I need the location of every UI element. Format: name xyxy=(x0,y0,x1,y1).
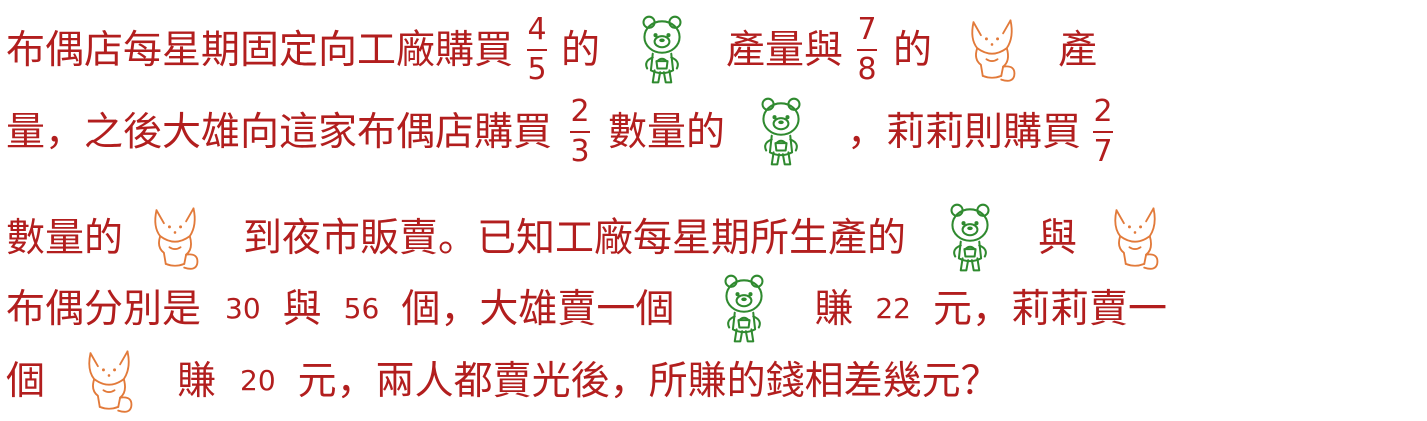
fox-doll-icon xyxy=(81,344,137,418)
fraction-bar xyxy=(570,131,591,133)
fraction-numerator: 7 xyxy=(857,12,877,47)
bear-doll-icon xyxy=(942,201,998,275)
text-segment: 量，之後大雄向這家布偶店購買 xyxy=(6,109,553,155)
problem-line-2: 量，之後大雄向這家布偶店購買 2 3 數量的 ，莉莉則購買 2 7 xyxy=(6,92,1117,172)
fox-doll-icon xyxy=(964,13,1020,87)
text-segment: 數量的 xyxy=(608,109,726,155)
text-segment: 到夜市販賣。已知工廠每星期所生產的 xyxy=(243,215,907,261)
text-segment: 賺 xyxy=(814,286,854,332)
fraction-seven-eighths: 7 8 xyxy=(857,12,878,87)
text-segment: 布偶店每星期固定向工廠購買 xyxy=(6,27,514,73)
number-value: 22 xyxy=(875,292,911,325)
fraction-two-thirds: 2 3 xyxy=(570,94,591,169)
text-segment: 賺 xyxy=(177,358,217,404)
problem-line-4: 布偶分別是 30 與 56 個，大雄賣一個 賺 22 元，莉莉賣一 xyxy=(6,269,1167,349)
bear-doll-icon xyxy=(753,95,809,169)
text-segment: 布偶分別是 xyxy=(6,286,202,332)
problem-line-3: 數量的 到夜市販賣。已知工廠每星期所生產的 與 xyxy=(6,198,1163,278)
text-segment: 元，兩人都賣光後，所賺的錢相差幾元？ xyxy=(297,358,1000,404)
fraction-bar xyxy=(527,49,548,51)
text-segment: 的 xyxy=(561,27,601,73)
bear-doll-icon xyxy=(716,272,772,346)
fraction-denominator: 8 xyxy=(857,52,877,87)
text-segment: 產 xyxy=(1058,27,1098,73)
fraction-numerator: 2 xyxy=(570,94,590,129)
text-segment: 個 xyxy=(6,358,46,404)
number-value: 30 xyxy=(225,292,261,325)
text-segment: 的 xyxy=(893,27,933,73)
bear-doll-icon xyxy=(634,13,690,87)
problem-line-5: 個 賺 20 元，兩人都賣光後，所賺的錢相差幾元？ xyxy=(6,341,1000,421)
fraction-two-sevenths: 2 7 xyxy=(1093,94,1114,169)
fraction-numerator: 2 xyxy=(1093,94,1113,129)
text-segment: 與 xyxy=(1038,215,1078,261)
text-segment: 個，大雄賣一個 xyxy=(401,286,675,332)
text-segment: 元，莉莉賣一 xyxy=(932,286,1167,332)
fraction-denominator: 3 xyxy=(570,134,590,169)
fraction-denominator: 5 xyxy=(527,52,547,87)
text-segment: ，莉莉則購買 xyxy=(847,109,1082,155)
fraction-denominator: 7 xyxy=(1093,134,1113,169)
fraction-numerator: 4 xyxy=(527,12,547,47)
problem-line-1: 布偶店每星期固定向工廠購買 4 5 的 產量與 7 8 的 產 xyxy=(6,10,1097,90)
number-value: 56 xyxy=(343,292,380,325)
fraction-bar xyxy=(1093,131,1114,133)
text-segment: 產量與 xyxy=(726,27,844,73)
fox-doll-icon xyxy=(1107,201,1163,275)
fraction-bar xyxy=(857,49,878,51)
fraction-four-fifths: 4 5 xyxy=(527,12,548,87)
text-segment: 數量的 xyxy=(6,215,124,261)
fox-doll-icon xyxy=(147,201,203,275)
number-value: 20 xyxy=(240,364,276,397)
text-segment: 與 xyxy=(282,286,322,332)
